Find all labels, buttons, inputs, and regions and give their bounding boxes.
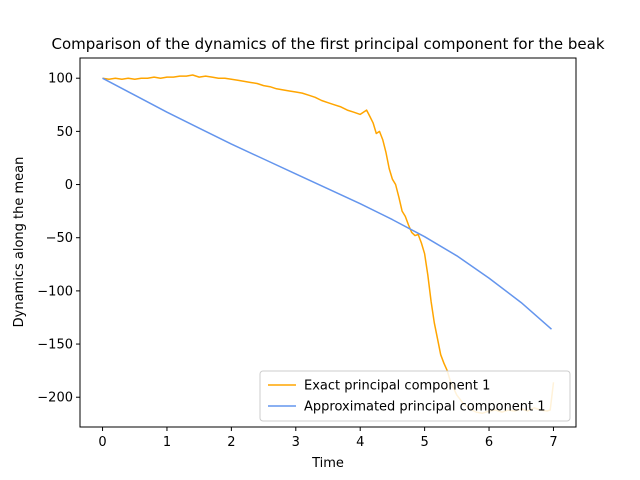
legend-label-2: Approximated principal component 1	[304, 400, 546, 415]
y-axis: 100 50 0 −50 −100 −150 −200	[37, 72, 80, 406]
y-tick-label: −150	[37, 338, 73, 353]
y-axis-label: Dynamics along the mean	[12, 157, 27, 328]
legend: Exact principal component 1 Approximated …	[259, 370, 571, 422]
x-tick-label: 7	[549, 435, 557, 450]
x-tick-label: 5	[420, 435, 428, 450]
x-tick-label: 1	[163, 435, 171, 450]
x-tick-label: 4	[356, 435, 364, 450]
y-tick-label: 100	[48, 72, 73, 87]
plot-frame	[79, 57, 577, 428]
y-tick-label: −200	[37, 391, 73, 406]
y-tick-label: −100	[37, 284, 73, 299]
y-tick-label: −50	[46, 231, 73, 246]
x-tick-label: 2	[227, 435, 235, 450]
chart-title: Comparison of the dynamics of the first …	[51, 35, 604, 53]
x-tick-label: 3	[292, 435, 300, 450]
x-tick-label: 6	[485, 435, 493, 450]
series-line-2	[102, 77, 552, 330]
legend-label-1: Exact principal component 1	[304, 379, 490, 394]
x-axis-label: Time	[311, 456, 344, 471]
y-tick-label: 50	[56, 125, 73, 140]
y-tick-label: 0	[65, 178, 73, 193]
x-axis: 0 1 2 3 4 5 6 7	[98, 427, 558, 450]
legend-box	[259, 370, 571, 422]
x-tick-label: 0	[98, 435, 106, 450]
